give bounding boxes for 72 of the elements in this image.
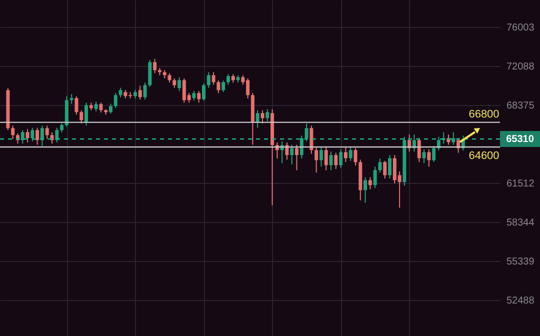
candlestick bbox=[80, 110, 84, 124]
candlestick bbox=[417, 137, 421, 163]
candlestick bbox=[45, 125, 49, 140]
candlestick bbox=[290, 144, 294, 165]
candlestick bbox=[216, 80, 220, 94]
candlestick bbox=[348, 146, 352, 162]
ref-line-label: 64600 bbox=[468, 150, 500, 162]
candlestick bbox=[344, 146, 348, 163]
candlestick bbox=[373, 166, 377, 189]
candlestick bbox=[50, 132, 54, 144]
candlestick bbox=[30, 127, 34, 142]
candlestick bbox=[114, 92, 118, 109]
candlestick bbox=[329, 151, 333, 171]
candlestick bbox=[388, 154, 392, 180]
candlestick bbox=[172, 78, 176, 88]
candlestick bbox=[202, 83, 206, 102]
candlestick bbox=[452, 132, 456, 146]
candlestick bbox=[192, 90, 196, 102]
candlestick bbox=[206, 72, 210, 88]
candlestick bbox=[368, 176, 372, 190]
y-tick-label: 72088 bbox=[506, 62, 535, 73]
y-tick-label: 58344 bbox=[506, 218, 535, 229]
y-tick-label: 55339 bbox=[506, 256, 535, 268]
candlestick bbox=[55, 127, 59, 143]
candlestick bbox=[74, 96, 78, 116]
candlestick bbox=[260, 110, 264, 124]
candlestick bbox=[168, 72, 172, 84]
candlestick bbox=[84, 102, 88, 126]
candlestick bbox=[138, 85, 142, 100]
candlestick bbox=[354, 148, 358, 166]
candlestick bbox=[432, 145, 436, 163]
candlestick bbox=[319, 146, 323, 168]
candlestick bbox=[148, 59, 152, 88]
candlestick bbox=[304, 122, 308, 142]
y-tick-label: 61512 bbox=[506, 178, 535, 190]
y-tick-label: 68375 bbox=[506, 100, 535, 112]
candlestick bbox=[94, 101, 98, 112]
candlestick bbox=[11, 125, 15, 140]
candlestick bbox=[118, 87, 122, 98]
y-tick-label: 76003 bbox=[506, 22, 535, 34]
candlestick bbox=[364, 176, 368, 204]
candlestick bbox=[108, 103, 112, 114]
candlestick bbox=[314, 146, 318, 174]
candlestick bbox=[40, 125, 44, 146]
candlestick bbox=[70, 94, 74, 104]
candlestick bbox=[99, 102, 103, 113]
candlestick bbox=[197, 90, 201, 104]
candlestick bbox=[295, 144, 298, 171]
candlestick bbox=[427, 148, 431, 168]
candlestick bbox=[20, 130, 24, 144]
candlestick bbox=[256, 110, 260, 128]
ref-line-label: 65310 bbox=[506, 134, 534, 145]
ref-line-label: 66800 bbox=[468, 108, 500, 120]
candlestick bbox=[26, 128, 30, 143]
candlestick bbox=[143, 82, 147, 100]
candlestick bbox=[178, 76, 182, 92]
candlestick bbox=[285, 142, 289, 160]
candlestick bbox=[266, 108, 270, 122]
candlestick bbox=[334, 152, 338, 170]
candlestick bbox=[222, 80, 226, 93]
candlestick bbox=[422, 148, 426, 164]
candlestick bbox=[226, 74, 230, 86]
candlestick bbox=[383, 160, 387, 180]
candlestick bbox=[300, 135, 304, 160]
candlestick bbox=[153, 58, 157, 74]
candlestick bbox=[324, 146, 328, 171]
candlestick bbox=[212, 72, 216, 86]
candlestick bbox=[36, 127, 40, 146]
candlestick bbox=[339, 148, 343, 168]
candlestick bbox=[310, 125, 314, 154]
candlestick bbox=[378, 158, 382, 174]
y-tick-label: 52488 bbox=[506, 296, 535, 307]
